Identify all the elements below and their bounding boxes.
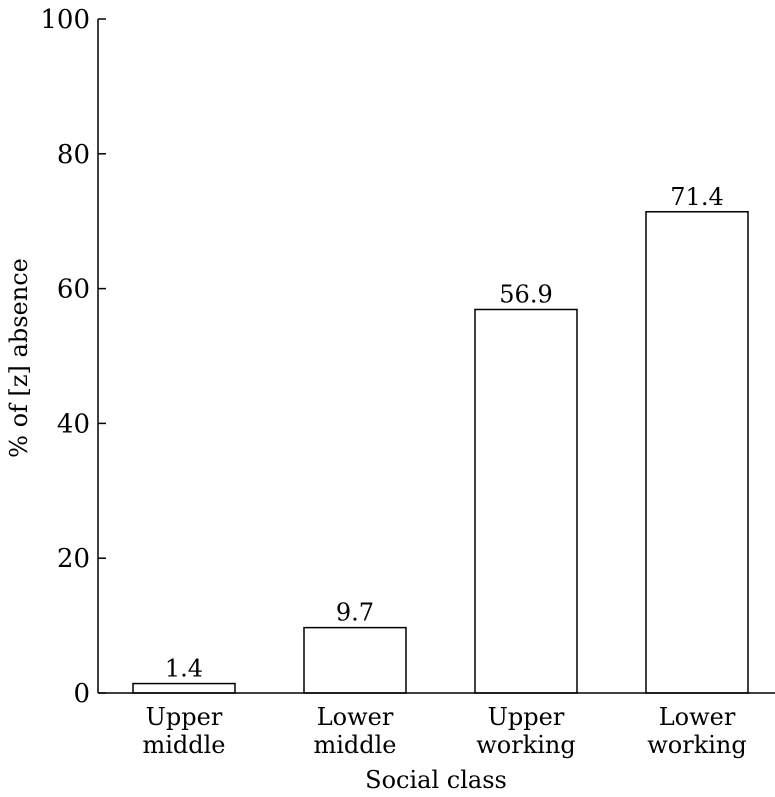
y-axis-ticks: 0 20 40 60 80 100 <box>40 5 106 709</box>
y-tick-label: 60 <box>57 275 90 305</box>
x-axis-title: Social class <box>365 766 507 794</box>
bar <box>303 626 407 694</box>
x-tick-label: middle <box>313 731 396 759</box>
y-tick-label: 0 <box>73 679 90 709</box>
bar <box>645 211 749 694</box>
y-tick-label: 40 <box>57 409 90 439</box>
bar <box>132 682 236 694</box>
data-labels-group: 1.4 9.7 56.9 71.4 <box>165 183 724 683</box>
category-labels-group: UppermiddleLowermiddleUpperworkingLowerw… <box>142 703 746 759</box>
bars-group <box>132 211 749 694</box>
y-tick-label: 100 <box>40 5 90 35</box>
x-tick-label: working <box>647 731 747 759</box>
y-tick-label: 20 <box>57 544 90 574</box>
x-tick-label: Lower <box>659 703 736 731</box>
bar-value-label: 71.4 <box>670 183 723 211</box>
x-tick-label: Upper <box>488 703 565 731</box>
bar-value-label: 1.4 <box>165 655 203 683</box>
bar-value-label: 56.9 <box>499 280 552 308</box>
y-tick-label: 80 <box>57 140 90 170</box>
y-axis-title: % of [z] absence <box>5 258 33 458</box>
x-tick-label: middle <box>142 731 225 759</box>
x-tick-label: Upper <box>146 703 223 731</box>
bar-value-label: 9.7 <box>336 599 374 627</box>
bar <box>474 308 578 694</box>
x-tick-label: Lower <box>317 703 394 731</box>
x-tick-label: working <box>476 731 576 759</box>
